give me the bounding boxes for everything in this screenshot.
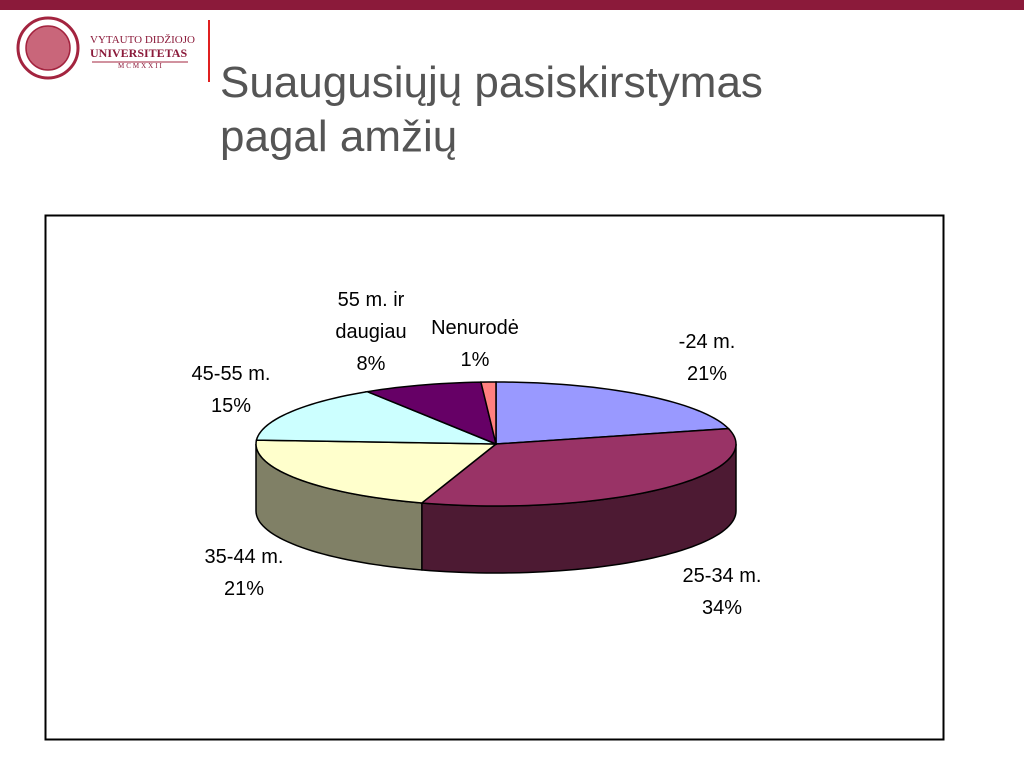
chart-frame <box>44 214 945 741</box>
value-label: 21% <box>223 578 265 600</box>
value-label: 1% <box>460 349 490 371</box>
logo-seal-inner <box>25 25 71 71</box>
pie-slice <box>479 381 497 445</box>
value-label: 15% <box>210 395 252 417</box>
category-label: 45-55 m. <box>191 363 271 385</box>
pie-slice <box>255 390 497 445</box>
category-label: Nenurodė <box>431 317 519 339</box>
value-label: 21% <box>686 363 728 385</box>
pie-slice <box>495 381 731 445</box>
logo-line: VYTAUTO DIDŽIOJO <box>90 34 195 46</box>
chart-title: Suaugusiųjų pasiskirstymas pagal amžių <box>220 58 763 161</box>
value-label: 34% <box>701 597 743 619</box>
pie-slice <box>419 427 737 507</box>
logo-line: UNIVERSITETAS <box>90 46 188 60</box>
category-label: -24 m. <box>678 331 736 353</box>
top-bar <box>0 0 1024 10</box>
logo-line: MCMXXII <box>118 62 164 70</box>
category-label: 25-34 m. <box>682 565 762 587</box>
value-label: 8% <box>356 353 386 375</box>
pie-slice <box>255 439 499 504</box>
category-label: 55 m. ir daugiau <box>335 289 407 343</box>
category-label: 35-44 m. <box>204 546 284 568</box>
pie-slice <box>364 381 498 446</box>
